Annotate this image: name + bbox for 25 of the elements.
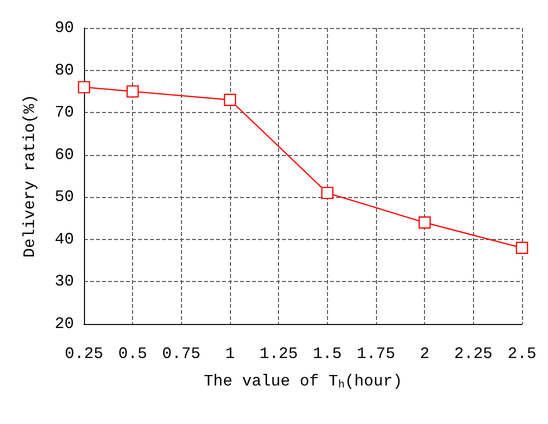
y-tick-label: 50	[54, 188, 74, 206]
y-tick-label: 80	[54, 61, 74, 80]
x-tick-label: 1.5	[312, 345, 342, 363]
x-tick-label: 0.25	[64, 345, 104, 363]
point	[224, 94, 236, 106]
x-tick-label: 2	[420, 345, 430, 363]
y-tick-label: 20	[54, 315, 74, 333]
y-tick-label: 40	[54, 230, 74, 248]
point	[418, 216, 431, 229]
x-tick-label: 2.5	[508, 345, 536, 363]
x-tick-label: 0.5	[118, 345, 148, 363]
y-tick-label: 60	[54, 146, 74, 164]
x-tick-label: 1.25	[259, 345, 298, 363]
y-tick-label: 30	[54, 272, 74, 291]
x-tick-label: 1	[225, 345, 235, 363]
y-tick-label: 70	[54, 104, 74, 122]
y-tick-label: 90	[54, 19, 74, 37]
point	[321, 186, 334, 200]
x-tick-label: 1.75	[356, 345, 396, 363]
x-tick-label: 2.25	[454, 345, 493, 363]
y-axis-title: Delivery ratio(%)	[21, 94, 39, 258]
point	[78, 81, 90, 94]
point	[516, 242, 528, 254]
x-tick-label: 0.75	[162, 345, 201, 363]
point	[126, 85, 139, 98]
